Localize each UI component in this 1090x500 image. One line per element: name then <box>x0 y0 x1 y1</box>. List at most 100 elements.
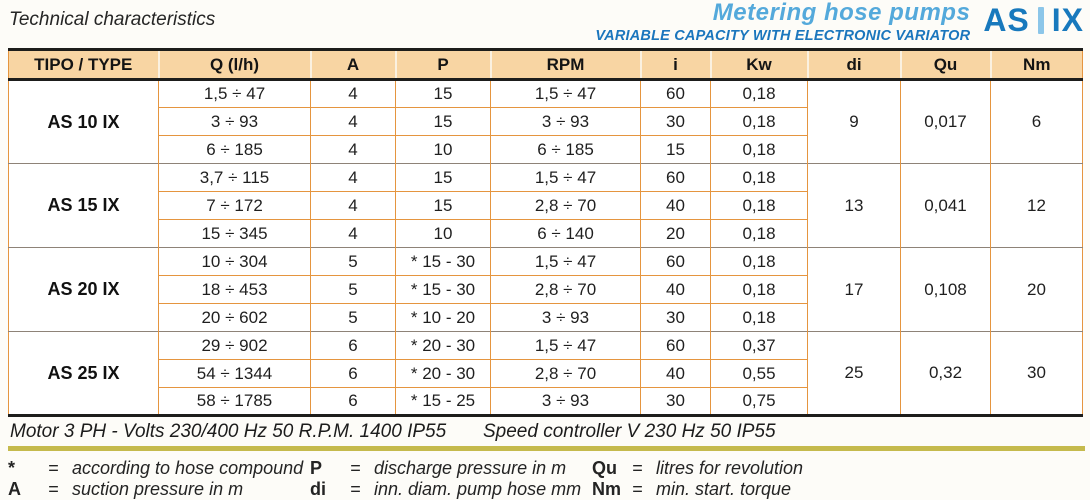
cell-p: 15 <box>395 79 491 108</box>
cell-a: 4 <box>310 135 396 164</box>
legend-symbol: Qu <box>592 458 617 478</box>
cell-p: * 15 - 25 <box>395 387 491 416</box>
motor-specs-row: Motor 3 PH - Volts 230/400 Hz 50 R.P.M. … <box>10 421 1084 443</box>
pump-type-cell: AS 25 IX <box>8 331 159 416</box>
col-header-q: Q (l/h) <box>157 49 311 81</box>
pump-type-cell: AS 20 IX <box>8 247 159 332</box>
cell-kw: 0,18 <box>710 163 808 192</box>
table-row: 15 ÷ 345 4 10 6 ÷ 140 20 0,18 <box>9 219 1083 248</box>
cell-rpm: 3 ÷ 93 <box>490 107 641 136</box>
cell-di: 17 <box>807 247 901 332</box>
cell-nm: 6 <box>990 79 1083 164</box>
cell-kw: 0,18 <box>710 107 808 136</box>
cell-p: * 15 - 30 <box>395 275 491 304</box>
col-header-a: A <box>309 49 396 81</box>
col-header-p: P <box>394 49 491 81</box>
cell-i: 40 <box>640 275 711 304</box>
cell-qu: 0,32 <box>900 331 991 416</box>
cell-kw: 0,75 <box>710 387 808 416</box>
table-row: AS 20 IX 10 ÷ 304 5 * 15 - 30 1,5 ÷ 47 6… <box>8 247 1083 332</box>
cell-p: 15 <box>395 163 491 192</box>
table-row: AS 15 IX 3,7 ÷ 115 4 15 1,5 ÷ 47 60 0,18… <box>8 163 1083 248</box>
legend-equals: = <box>350 479 361 499</box>
table-row: 3 ÷ 93 4 15 3 ÷ 93 30 0,18 <box>9 107 1083 136</box>
cell-q: 3 ÷ 93 <box>158 107 311 136</box>
cell-i: 30 <box>640 387 711 416</box>
table-row: 58 ÷ 1785 6 * 15 - 25 3 ÷ 93 30 0,75 <box>9 387 1083 416</box>
cell-nm: 20 <box>990 247 1083 332</box>
legend-item: A = suction pressure in m <box>8 479 310 500</box>
cell-q: 7 ÷ 172 <box>158 191 311 220</box>
cell-i: 40 <box>640 191 711 220</box>
legend-item: Nm = min. start. torque <box>592 479 1082 500</box>
legend-symbol: P <box>310 458 323 478</box>
cell-kw: 0,18 <box>710 135 808 164</box>
cell-nm: 30 <box>990 331 1083 416</box>
legend-text: discharge pressure in m <box>374 458 567 478</box>
cell-a: 6 <box>310 387 396 416</box>
divider-rule <box>8 446 1085 451</box>
cell-di: 9 <box>807 79 901 164</box>
cell-kw: 0,18 <box>710 79 808 108</box>
legend-text: inn. diam. pump hose mm <box>374 479 582 499</box>
table-row: 20 ÷ 602 5 * 10 - 20 3 ÷ 93 30 0,18 <box>9 303 1083 332</box>
cell-q: 6 ÷ 185 <box>158 135 311 164</box>
legend-text: suction pressure in m <box>72 479 244 499</box>
cell-a: 4 <box>310 79 396 108</box>
col-header-di: di <box>806 49 901 81</box>
cell-q: 1,5 ÷ 47 <box>158 79 311 108</box>
cell-a: 4 <box>310 191 396 220</box>
legend-symbol: Nm <box>592 479 622 499</box>
cell-a: 4 <box>310 219 396 248</box>
cell-i: 30 <box>640 107 711 136</box>
legend-text: min. start. torque <box>656 479 792 499</box>
legend: * = according to hose compound A = sucti… <box>8 458 1082 500</box>
legend-column-3: Qu = litres for revolution Nm = min. sta… <box>592 458 1082 500</box>
cell-di: 13 <box>807 163 901 248</box>
technical-characteristics-table: TIPO / TYPE Q (l/h) A P RPM i Kw di Qu N… <box>8 48 1083 417</box>
legend-column-1: * = according to hose compound A = sucti… <box>8 458 310 500</box>
legend-symbol: * <box>8 458 16 478</box>
cell-rpm: 1,5 ÷ 47 <box>490 79 641 108</box>
cell-p: * 15 - 30 <box>395 247 491 276</box>
model-logo: AS IX <box>983 4 1084 36</box>
cell-a: 5 <box>310 275 396 304</box>
cell-i: 20 <box>640 219 711 248</box>
page-title: Technical characteristics <box>9 9 216 30</box>
cell-kw: 0,55 <box>710 359 808 388</box>
table-header-row: TIPO / TYPE Q (l/h) A P RPM i Kw di Qu N… <box>8 49 1083 81</box>
cell-rpm: 2,8 ÷ 70 <box>490 191 641 220</box>
table-row: 7 ÷ 172 4 15 2,8 ÷ 70 40 0,18 <box>9 191 1083 220</box>
table-row: 18 ÷ 453 5 * 15 - 30 2,8 ÷ 70 40 0,18 <box>9 275 1083 304</box>
cell-a: 4 <box>310 107 396 136</box>
brand-text: Metering hose pumps VARIABLE CAPACITY WI… <box>595 1 971 45</box>
legend-symbol: di <box>310 479 326 499</box>
brand-block: Metering hose pumps VARIABLE CAPACITY WI… <box>595 1 1084 45</box>
legend-item: * = according to hose compound <box>8 458 310 479</box>
col-header-kw: Kw <box>709 49 808 81</box>
cell-a: 6 <box>310 331 396 360</box>
table-row: 54 ÷ 1344 6 * 20 - 30 2,8 ÷ 70 40 0,55 <box>9 359 1083 388</box>
cell-p: * 10 - 20 <box>395 303 491 332</box>
cell-i: 60 <box>640 163 711 192</box>
cell-rpm: 6 ÷ 185 <box>490 135 641 164</box>
cell-p: 10 <box>395 219 491 248</box>
col-header-type: TIPO / TYPE <box>8 49 159 81</box>
cell-i: 30 <box>640 303 711 332</box>
model-divider-bar <box>1037 6 1044 34</box>
cell-rpm: 3 ÷ 93 <box>490 387 641 416</box>
table-row: AS 10 IX 1,5 ÷ 47 4 15 1,5 ÷ 47 60 0,18 … <box>8 79 1083 164</box>
legend-text: litres for revolution <box>656 458 804 478</box>
brand-subtitle: VARIABLE CAPACITY WITH ELECTRONIC VARIAT… <box>595 28 971 44</box>
cell-kw: 0,18 <box>710 191 808 220</box>
legend-item: Qu = litres for revolution <box>592 458 1082 479</box>
cell-rpm: 2,8 ÷ 70 <box>490 275 641 304</box>
cell-i: 60 <box>640 331 711 360</box>
legend-equals: = <box>632 479 643 499</box>
cell-qu: 0,041 <box>900 163 991 248</box>
cell-a: 4 <box>310 163 396 192</box>
model-left-text: AS <box>983 2 1030 38</box>
cell-q: 29 ÷ 902 <box>158 331 311 360</box>
cell-q: 20 ÷ 602 <box>158 303 311 332</box>
cell-i: 60 <box>640 79 711 108</box>
